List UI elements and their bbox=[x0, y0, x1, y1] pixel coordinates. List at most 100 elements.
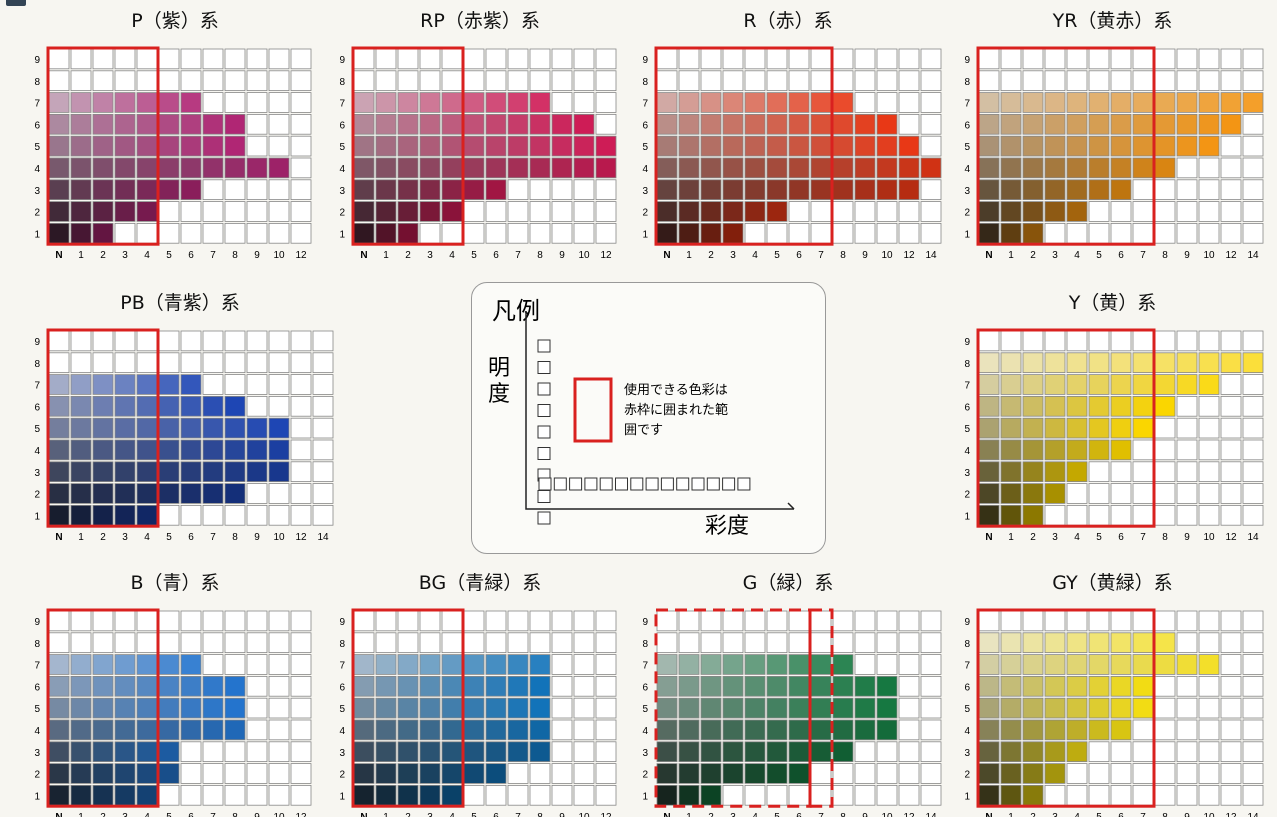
grid-cell bbox=[136, 697, 158, 719]
grid-cell bbox=[1132, 48, 1154, 70]
grid-cell bbox=[978, 610, 1000, 632]
grid-cell bbox=[810, 157, 832, 179]
grid-cell bbox=[1220, 461, 1242, 483]
grid-cell bbox=[1022, 330, 1044, 352]
y-tick-label: 2 bbox=[642, 770, 648, 781]
grid-cell bbox=[419, 632, 441, 653]
grid-cell bbox=[70, 763, 92, 784]
grid-cell bbox=[1176, 92, 1198, 113]
grid-cell bbox=[573, 719, 595, 741]
grid-cell bbox=[1066, 374, 1088, 395]
grid-cell bbox=[92, 632, 114, 653]
grid-cell bbox=[876, 222, 898, 244]
grid-cell bbox=[158, 352, 180, 373]
grid-cell bbox=[202, 330, 224, 352]
grid-cell bbox=[595, 222, 617, 244]
grid-cell bbox=[1198, 632, 1220, 653]
grid-cell bbox=[419, 135, 441, 157]
grid-cell bbox=[722, 114, 744, 135]
legend-note-line-1: 使用できる色彩は bbox=[624, 382, 728, 398]
grid-cell bbox=[1110, 632, 1132, 653]
grid-cell bbox=[551, 632, 573, 653]
grid-cell bbox=[529, 741, 551, 763]
grid-cell bbox=[202, 48, 224, 70]
grid-cell bbox=[573, 179, 595, 201]
grid-cell bbox=[1066, 92, 1088, 113]
grid-cell bbox=[678, 135, 700, 157]
grid-cell bbox=[595, 48, 617, 70]
grid-cell bbox=[180, 374, 202, 395]
grid-cell bbox=[678, 676, 700, 697]
grid-cell bbox=[463, 135, 485, 157]
grid-cell bbox=[1198, 352, 1220, 373]
grid-cell bbox=[1044, 719, 1066, 741]
grid-cell bbox=[180, 222, 202, 244]
panel-title: G（緑）系 bbox=[742, 572, 834, 594]
grid-cell bbox=[507, 654, 529, 675]
grid-cell bbox=[551, 676, 573, 697]
legend-chroma-square bbox=[722, 477, 736, 491]
grid-cell bbox=[1044, 741, 1066, 763]
grid-cell bbox=[224, 439, 246, 461]
grid-cell bbox=[788, 92, 810, 113]
grid-cell bbox=[507, 676, 529, 697]
grid-cell bbox=[1220, 654, 1242, 675]
x-tick-label: 6 bbox=[493, 250, 499, 261]
grid-cell bbox=[529, 610, 551, 632]
y-tick-label: 9 bbox=[339, 55, 345, 66]
grid-cell bbox=[978, 92, 1000, 113]
grid-cell bbox=[1000, 222, 1022, 244]
grid-cell bbox=[485, 201, 507, 222]
grid-cell bbox=[485, 654, 507, 675]
grid-cell bbox=[1066, 504, 1088, 526]
grid-cell bbox=[854, 763, 876, 784]
grid-cell bbox=[353, 179, 375, 201]
x-tick-label: 14 bbox=[925, 812, 937, 817]
y-tick-label: 5 bbox=[339, 704, 345, 715]
grid-cell bbox=[463, 179, 485, 201]
grid-cell bbox=[788, 763, 810, 784]
y-tick-label: 8 bbox=[964, 359, 970, 370]
grid-cell bbox=[290, 719, 312, 741]
grid-cell bbox=[722, 784, 744, 806]
grid-cell bbox=[1088, 70, 1110, 91]
grid-cell bbox=[595, 784, 617, 806]
grid-cell bbox=[700, 48, 722, 70]
grid-cell bbox=[1000, 719, 1022, 741]
grid-cell bbox=[290, 654, 312, 675]
grid-cell bbox=[920, 92, 942, 113]
grid-cell bbox=[788, 201, 810, 222]
grid-cell bbox=[1132, 504, 1154, 526]
grid-cell bbox=[92, 417, 114, 439]
grid-cell bbox=[136, 784, 158, 806]
grid-cell bbox=[1110, 92, 1132, 113]
grid-cell bbox=[1198, 676, 1220, 697]
grid-cell bbox=[1022, 92, 1044, 113]
grid-cell bbox=[375, 676, 397, 697]
grid-cell bbox=[573, 157, 595, 179]
grid-cell bbox=[1242, 483, 1264, 504]
grid-cell bbox=[1242, 439, 1264, 461]
x-tick-label: 5 bbox=[471, 812, 477, 817]
grid-cell bbox=[1110, 719, 1132, 741]
grid-cell bbox=[766, 676, 788, 697]
grid-cell bbox=[1000, 70, 1022, 91]
grid-cell bbox=[656, 135, 678, 157]
grid-cell bbox=[246, 157, 268, 179]
x-tick-label: 10 bbox=[1203, 812, 1215, 817]
grid-cell bbox=[766, 114, 788, 135]
grid-cell bbox=[114, 157, 136, 179]
y-tick-label: 4 bbox=[642, 164, 648, 175]
grid-cell bbox=[1022, 157, 1044, 179]
grid-cell bbox=[529, 697, 551, 719]
grid-cell bbox=[744, 135, 766, 157]
grid-cell bbox=[397, 114, 419, 135]
grid-cell bbox=[312, 374, 334, 395]
grid-cell bbox=[978, 201, 1000, 222]
grid-cell bbox=[1220, 114, 1242, 135]
grid-cell bbox=[1220, 201, 1242, 222]
y-tick-label: 6 bbox=[642, 682, 648, 693]
grid-cell bbox=[70, 70, 92, 91]
grid-cell bbox=[202, 719, 224, 741]
